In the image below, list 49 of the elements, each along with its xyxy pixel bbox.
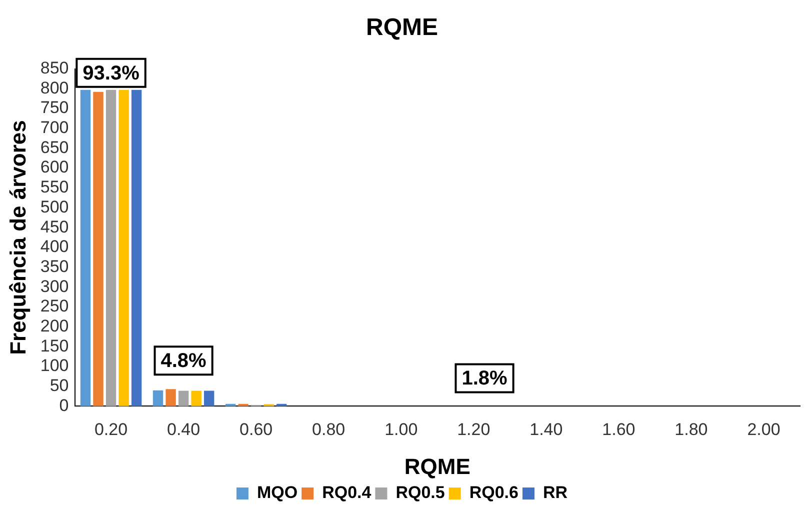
y-tick-label: 100 [40, 356, 69, 376]
x-tick-label: 1.20 [457, 420, 490, 440]
y-tick-label: 750 [40, 98, 69, 118]
y-tick-label: 150 [40, 336, 69, 356]
x-tick-label: 0.80 [312, 420, 346, 440]
legend-label: MQO [256, 483, 298, 502]
bar [118, 90, 129, 406]
y-tick-label: 200 [40, 316, 69, 336]
x-tick-label: 0.40 [167, 420, 200, 440]
y-tick-label: 350 [40, 256, 69, 276]
x-tick-label: 0.20 [94, 420, 128, 440]
y-tick-label: 250 [40, 296, 69, 316]
y-tick-label: 400 [40, 237, 69, 256]
y-tick-label: 700 [40, 118, 69, 138]
y-tick-label: 650 [40, 138, 69, 157]
x-tick-label: 1.80 [674, 420, 708, 440]
bar [166, 389, 176, 406]
y-tick-label: 800 [40, 78, 69, 98]
y-tick-label: 850 [40, 58, 69, 78]
bar [93, 92, 104, 406]
x-tick-label: 1.00 [384, 420, 418, 440]
bar [131, 90, 142, 406]
y-tick-label: 550 [40, 178, 69, 197]
bar [191, 390, 202, 406]
x-axis-title: RQME [404, 454, 470, 479]
x-tick-label: 2.00 [747, 420, 780, 440]
bar [204, 390, 214, 406]
bar [106, 90, 116, 406]
legend-label: RQ0.4 [322, 483, 372, 502]
annotation: 93.3% [82, 62, 140, 84]
x-tick-label: 0.60 [240, 420, 273, 440]
annotation: 1.8% [462, 368, 508, 390]
annotation: 4.8% [160, 350, 207, 372]
y-tick-label: 450 [40, 217, 69, 236]
bar [80, 90, 91, 406]
legend-label: RR [542, 483, 568, 502]
legend-label: RQ0.6 [469, 483, 518, 502]
y-tick-label: 0 [59, 396, 69, 415]
chart-title: RQME [366, 14, 438, 42]
x-tick-label: 1.60 [602, 420, 636, 440]
y-tick-label: 500 [40, 197, 69, 216]
y-tick-label: 50 [50, 376, 69, 396]
y-tick-label: 300 [40, 276, 69, 296]
x-tick-label: 1.40 [530, 420, 563, 440]
y-axis-title: Frequência de árvores [5, 120, 30, 355]
y-tick-label: 600 [40, 158, 69, 177]
bar [152, 390, 164, 406]
bar [178, 390, 189, 406]
legend-label: RQ0.5 [396, 483, 445, 502]
